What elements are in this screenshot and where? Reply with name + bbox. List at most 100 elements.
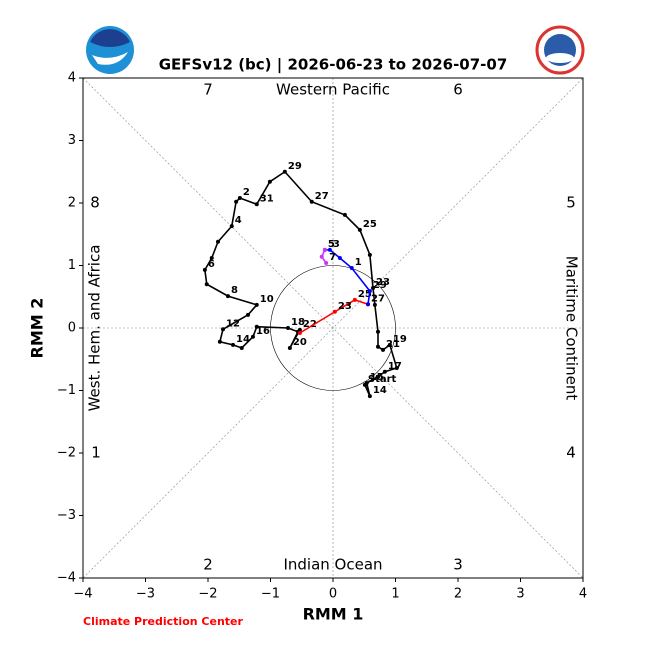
point: [254, 324, 259, 329]
y-tick-label: −2: [57, 446, 76, 461]
phase-label: 4: [566, 444, 576, 462]
point-label: 10: [260, 294, 274, 305]
point-label: 27: [371, 293, 385, 304]
phase-label: 8: [90, 194, 100, 212]
y-tick-label: 0: [68, 321, 76, 336]
x-tick-label: 1: [391, 587, 399, 602]
point-label: 14: [373, 385, 387, 396]
phase-label: 7: [203, 81, 213, 99]
point-label: 29: [373, 280, 387, 291]
point: [371, 286, 375, 290]
point-label: 17: [388, 361, 402, 372]
point-label: 31: [260, 193, 274, 204]
point: [231, 342, 235, 347]
phase-label: 2: [203, 556, 213, 574]
point-label: 3: [333, 239, 340, 250]
point: [282, 169, 287, 174]
trajectory: [299, 299, 369, 334]
y-tick-label: −3: [57, 508, 76, 523]
point-label: 23: [338, 301, 352, 312]
point: [221, 327, 225, 332]
point: [349, 266, 354, 270]
y-axis-label: RMM 2: [28, 298, 47, 359]
point: [387, 342, 392, 347]
point: [372, 302, 377, 307]
region-label: West. Hem. and Africa: [86, 245, 104, 412]
point-label: 25: [363, 219, 377, 230]
point: [394, 366, 399, 370]
point: [254, 202, 259, 207]
x-tick-label: −1: [261, 587, 280, 602]
x-tick-label: 3: [516, 587, 524, 602]
point-label: 20: [293, 337, 307, 348]
point-label: 27: [315, 191, 329, 202]
y-tick-label: −1: [57, 383, 76, 398]
point: [327, 247, 332, 252]
chart-title: GEFSv12 (bc) | 2026-06-23 to 2026-07-07: [159, 56, 508, 75]
point: [319, 254, 324, 259]
point: [332, 309, 337, 314]
region-label: Indian Ocean: [283, 556, 382, 574]
point: [226, 294, 230, 299]
point: [382, 369, 387, 374]
point-label: 6: [208, 259, 215, 270]
point: [342, 212, 347, 217]
x-tick-label: −2: [198, 587, 217, 602]
x-tick-label: −4: [73, 587, 92, 602]
x-tick-label: 0: [329, 587, 337, 602]
point-label: 25: [358, 289, 372, 300]
point-label: 14: [236, 334, 250, 345]
point: [367, 289, 372, 294]
point-label: 1: [355, 257, 362, 268]
point: [246, 312, 250, 317]
point: [229, 224, 234, 229]
point-label: 18: [291, 317, 305, 328]
y-tick-label: −4: [57, 571, 76, 586]
point: [267, 179, 272, 184]
point: [209, 256, 214, 260]
y-tick-label: 1: [68, 258, 76, 273]
point: [217, 339, 222, 344]
credit: Climate Prediction Center: [83, 615, 243, 628]
point-label: 19: [393, 334, 407, 345]
point: [381, 347, 385, 352]
point: [202, 267, 207, 272]
point: [297, 327, 302, 332]
point: [234, 199, 239, 204]
point-label: 5: [328, 239, 335, 250]
point: [366, 302, 370, 307]
y-tick-label: 3: [68, 133, 76, 148]
point: [364, 381, 369, 385]
y-tick-label: 2: [68, 196, 76, 211]
point: [251, 334, 255, 339]
x-axis-label: RMM 1: [303, 605, 364, 624]
noaa-logo: [86, 26, 134, 74]
x-tick-label: 2: [454, 587, 462, 602]
point: [309, 199, 314, 204]
y-tick-label: 4: [68, 71, 76, 86]
point: [357, 227, 362, 232]
point-label: 23: [376, 277, 390, 288]
point-label: 4: [235, 215, 242, 226]
point: [337, 256, 342, 260]
point-label: 22: [303, 319, 317, 330]
point-label: 8: [231, 285, 238, 296]
point: [367, 394, 372, 399]
nws-logo: [535, 25, 585, 75]
point: [216, 239, 220, 244]
phase-label: 1: [91, 444, 101, 462]
point-label: 2: [243, 187, 250, 198]
point-label: 21: [386, 339, 400, 350]
point: [367, 252, 372, 257]
phase-label: 6: [453, 81, 463, 99]
point: [352, 297, 357, 302]
point: [237, 196, 242, 200]
point: [322, 247, 327, 252]
point-label: 7: [329, 252, 336, 263]
point: [254, 302, 259, 307]
point-label: 29: [288, 161, 302, 172]
x-tick-label: −3: [136, 587, 155, 602]
point: [286, 326, 290, 330]
phase-label: 5: [566, 194, 576, 212]
